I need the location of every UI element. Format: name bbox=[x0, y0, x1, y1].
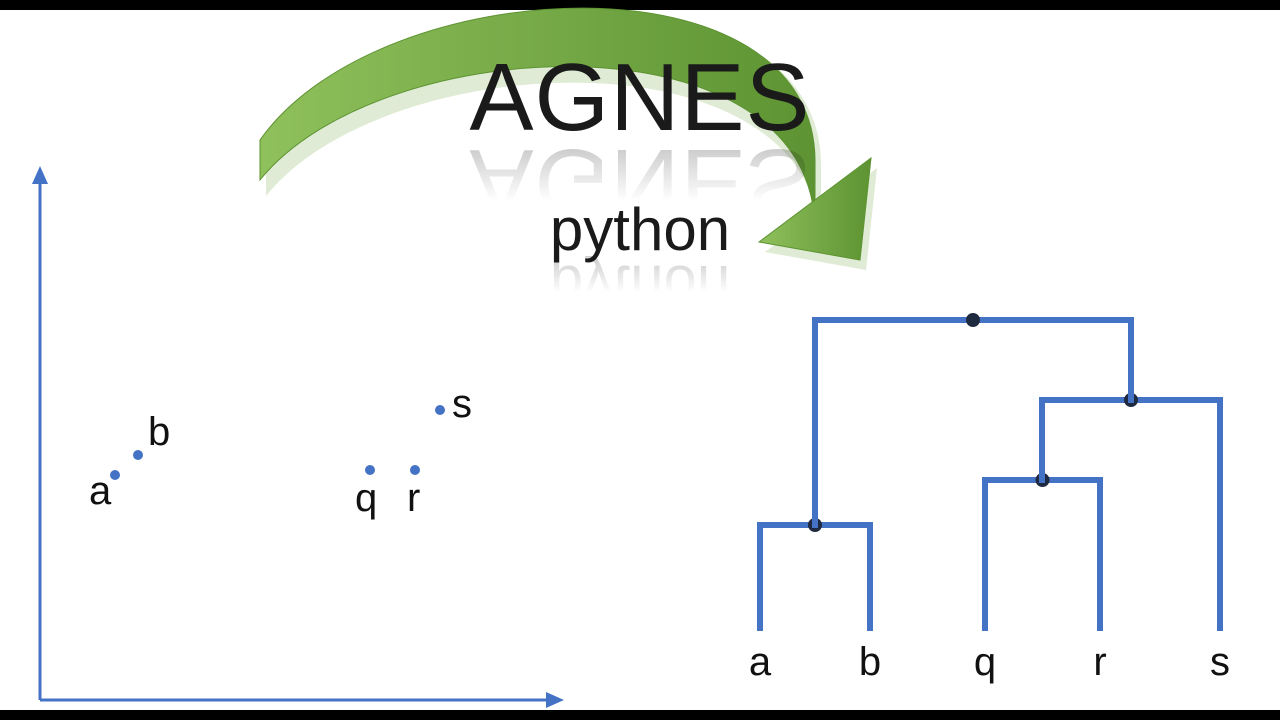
dendrogram-leaf-r: r bbox=[1093, 640, 1106, 685]
dendrogram-leaf-s: s bbox=[1210, 640, 1230, 685]
dendrogram-leaf-b: b bbox=[859, 640, 881, 685]
dendrogram-leaf-q: q bbox=[974, 640, 996, 685]
dendrogram bbox=[0, 0, 1280, 720]
dendrogram-leaf-a: a bbox=[749, 640, 771, 685]
